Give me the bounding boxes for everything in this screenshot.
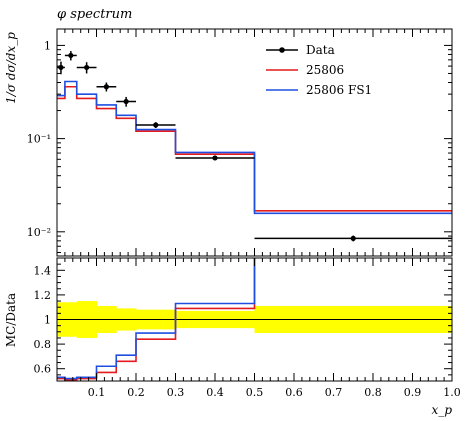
ratio-y-tick-label: 1.2: [34, 289, 52, 302]
main-y-tick-label: 1: [44, 39, 51, 52]
ratio-y-tick-label: 0.6: [34, 363, 52, 376]
axes: 1 10⁻¹ 10⁻² 0.6 0.8 1 1.2 1.4 0.1 0.2 0.3 0.4 0.5 0.6…: [27, 29, 461, 399]
legend-marker-data: [279, 47, 285, 53]
ratio-y-axis-label: MC/Data: [4, 293, 18, 347]
data-point: [68, 52, 74, 59]
ratio-y-tick-label: 0.8: [34, 338, 52, 351]
data-point: [350, 235, 356, 241]
legend-label-data: Data: [306, 43, 335, 57]
ratio-series-line-25806-fs1: [57, 258, 256, 380]
x-tick-label: 1.0: [443, 386, 461, 399]
ratio-plot-area: [57, 258, 452, 381]
x-tick-label: 0.9: [404, 386, 422, 399]
series-line-25806-fs1: [57, 80, 452, 215]
x-tick-label: 0.3: [167, 386, 185, 399]
legend-label-25806-fs1: 25806 FS1: [306, 83, 372, 97]
x-tick-label: 0.1: [88, 386, 106, 399]
main-plot-area: [57, 51, 452, 242]
x-tick-label: 0.4: [206, 386, 224, 399]
legend: Data 25806 25806 FS1: [266, 43, 372, 97]
legend-label-25806: 25806: [306, 63, 344, 77]
main-panel-frame: [56, 28, 453, 257]
data-point: [103, 84, 109, 90]
main-y-axis-label: 1/σ dσ/dx_p: [4, 32, 18, 104]
ratio-y-tick-label: 1: [44, 314, 51, 327]
data-point: [212, 155, 218, 161]
x-tick-label: 0.6: [285, 386, 303, 399]
x-tick-label: 0.5: [246, 386, 264, 399]
chart-title: φ spectrum: [57, 7, 132, 22]
x-tick-label: 0.2: [127, 386, 145, 399]
data-point: [123, 98, 129, 105]
ratio-y-tick-label: 1.4: [34, 264, 52, 277]
main-y-tick-label: 10⁻²: [27, 226, 51, 239]
x-tick-label: 0.7: [325, 386, 343, 399]
data-point: [153, 122, 159, 128]
x-tick-label: 0.8: [364, 386, 382, 399]
main-y-tick-label: 10⁻¹: [27, 133, 51, 146]
x-axis-label: x_p: [432, 403, 453, 417]
data-point: [84, 64, 90, 71]
